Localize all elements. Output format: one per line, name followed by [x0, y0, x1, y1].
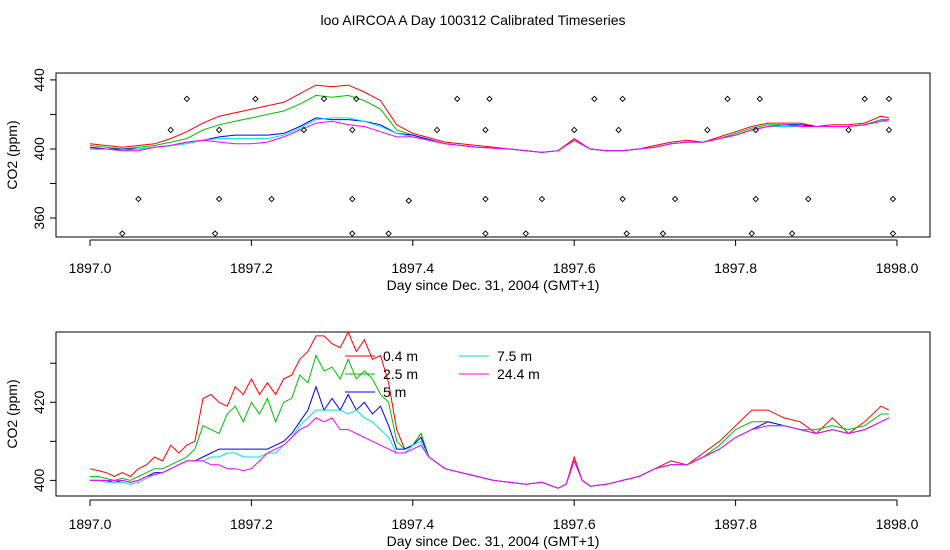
top-data-point	[215, 195, 223, 203]
top-data-point	[885, 95, 893, 103]
top-series-line-0-4-m	[89, 84, 890, 153]
top-data-point	[482, 195, 489, 203]
bottom-plot-marks	[89, 330, 890, 489]
top-data-point	[704, 126, 711, 134]
bottom-series-line-24-4-m	[90, 417, 890, 489]
top-data-point	[522, 230, 530, 237]
top-data-point	[885, 126, 893, 134]
top-x-tick-label: 1897.4	[391, 260, 434, 276]
top-data-point	[788, 230, 796, 237]
bottom-series-line-5-m	[90, 385, 890, 489]
top-data-point	[349, 230, 356, 237]
top-x-tick-label: 1897.6	[553, 260, 596, 276]
top-data-point	[570, 126, 578, 134]
legend-label-24-4-m: 24.4 m	[497, 366, 540, 382]
top-data-point	[385, 230, 392, 237]
top-data-point	[482, 230, 489, 237]
bottom-x-tick-label: 1897.0	[69, 516, 112, 532]
top-data-point	[845, 126, 852, 134]
top-data-point	[135, 195, 142, 203]
bottom-y-axis-label: CO2 (ppm)	[4, 379, 20, 448]
top-data-point	[804, 195, 812, 203]
top-data-point	[349, 195, 356, 203]
bottom-x-tick-label: 1897.4	[391, 516, 434, 532]
top-data-point	[268, 195, 275, 203]
top-data-point	[671, 195, 679, 203]
top-data-point	[659, 230, 667, 237]
top-data-point	[538, 195, 546, 203]
top-data-point	[482, 126, 489, 134]
bottom-y-tick-label: 420	[31, 390, 47, 414]
top-data-point	[724, 95, 731, 103]
top-data-point	[619, 195, 626, 203]
top-axes: 1897.0 1897.2 1897.4 1897.6 1897.8 1898.0 360 4…	[31, 68, 919, 276]
top-series-line-24-4-m	[90, 119, 890, 153]
top-x-tick-label: 1897.2	[230, 260, 273, 276]
top-data-point	[623, 230, 630, 237]
top-x-tick-label: 1898.0	[876, 260, 919, 276]
top-data-point	[615, 126, 622, 134]
top-data-point	[889, 230, 897, 237]
top-data-point	[119, 230, 126, 237]
bottom-x-tick-label: 1897.6	[553, 516, 596, 532]
top-x-tick-label: 1897.0	[69, 260, 112, 276]
top-y-tick-label: 360	[31, 206, 47, 230]
bottom-panel: 1897.0 1897.2 1897.4 1897.6 1897.8 1898.0 400 4…	[4, 330, 931, 549]
top-data-point	[752, 126, 760, 134]
top-data-point	[215, 126, 223, 134]
top-data-point	[353, 95, 360, 103]
top-x-tick-label: 1897.8	[714, 260, 757, 276]
top-data-point	[486, 95, 493, 103]
top-data-point	[252, 95, 259, 103]
top-data-point	[167, 126, 174, 134]
top-plot-marks	[89, 84, 897, 237]
bottom-x-axis-label: Day since Dec. 31, 2004 (GMT+1)	[387, 533, 600, 549]
top-y-tick-label: 400	[31, 137, 47, 161]
bottom-series-line-0-4-m	[89, 330, 890, 489]
top-plot-frame	[55, 72, 931, 238]
legend-label-0-4-m: 0.4 m	[383, 348, 418, 364]
top-data-point	[300, 126, 308, 134]
top-data-point	[183, 95, 191, 103]
top-data-point	[211, 230, 219, 237]
bottom-legend: 0.4 m 2.5 m 5 m 7.5 m 24.4 m	[345, 348, 540, 400]
top-series-line-2-5-m	[89, 94, 889, 153]
bottom-x-tick-label: 1898.0	[876, 516, 919, 532]
top-x-axis-label: Day since Dec. 31, 2004 (GMT+1)	[387, 277, 600, 293]
top-data-point	[861, 95, 868, 103]
legend-label-7-5-m: 7.5 m	[497, 348, 532, 364]
top-data-point	[889, 195, 897, 203]
top-data-point	[405, 197, 413, 204]
top-data-point	[756, 95, 764, 103]
top-data-point	[748, 230, 755, 237]
bottom-x-tick-label: 1897.2	[230, 516, 273, 532]
top-data-point	[320, 95, 328, 103]
legend-label-5-m: 5 m	[383, 384, 406, 400]
top-data-point	[433, 126, 441, 134]
top-data-point	[591, 95, 598, 103]
top-data-point	[752, 195, 760, 203]
legend-label-2-5-m: 2.5 m	[383, 366, 418, 382]
bottom-axes: 1897.0 1897.2 1897.4 1897.6 1897.8 1898.0 400 4…	[31, 362, 919, 532]
top-data-point	[349, 126, 356, 134]
figure-title: loo AIRCOA A Day 100312 Calibrated Times…	[320, 12, 625, 28]
top-data-point	[453, 95, 461, 103]
top-y-axis-label: CO2 (ppm)	[4, 120, 20, 189]
top-data-point	[619, 95, 626, 103]
bottom-x-tick-label: 1897.8	[714, 516, 757, 532]
top-y-tick-label: 440	[31, 68, 47, 92]
bottom-y-tick-label: 400	[31, 468, 47, 492]
bottom-plot-frame	[55, 331, 931, 497]
top-panel: 1897.0 1897.2 1897.4 1897.6 1897.8 1898.0 360 4…	[4, 68, 931, 293]
